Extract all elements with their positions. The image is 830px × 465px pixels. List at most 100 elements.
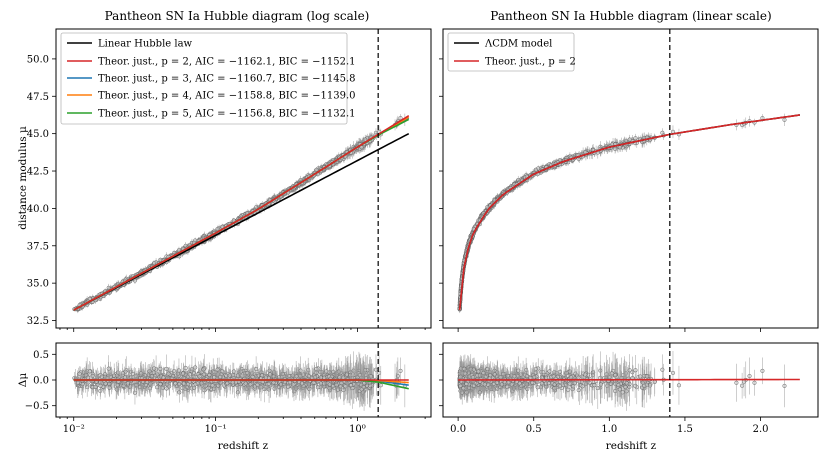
panel-log-resid: −0.5 0.0 0.5 10⁻² 10⁻¹ 10⁰ Δμ redshift z: [17, 342, 432, 452]
data-point: [164, 366, 169, 371]
data-point: [180, 371, 186, 376]
y-tick-label: 45.0: [27, 129, 49, 140]
data-point: [358, 382, 364, 387]
data-point: [197, 374, 202, 379]
data-point: [368, 383, 373, 388]
panel-lin-main: Pantheon SN Ia Hubble diagram (linear sc…: [439, 9, 819, 332]
xlabel-log: redshift z: [218, 440, 269, 452]
data-point: [327, 382, 332, 387]
data-point: [254, 205, 259, 210]
data-point: [216, 383, 221, 388]
title-log: Pantheon SN Ia Hubble diagram (log scale…: [105, 9, 370, 23]
y-tick-label: 50.0: [27, 54, 49, 65]
legend-log-label-0: Linear Hubble law: [98, 39, 193, 50]
data-point: [166, 371, 171, 376]
data-point: [86, 375, 91, 380]
data-point: [173, 381, 178, 386]
data-point: [158, 366, 163, 371]
data-point: [339, 381, 344, 386]
data-point: [77, 371, 82, 376]
data-point: [348, 383, 354, 388]
data-point: [306, 374, 311, 379]
y-tick-label: 47.5: [27, 92, 49, 103]
data-point: [176, 368, 182, 373]
y-tick-label: −0.5: [25, 401, 49, 412]
data-point: [227, 373, 232, 378]
legend-log-label-2: Theor. just., p = 3, AIC = −1160.7, BIC …: [98, 74, 356, 85]
data-point: [248, 382, 253, 387]
data-point: [98, 383, 103, 388]
x-tick-label: 10⁻²: [63, 424, 85, 435]
data-point: [207, 373, 212, 378]
data-point: [378, 383, 383, 388]
data-point: [315, 385, 320, 390]
y-tick-label: 37.5: [27, 241, 49, 252]
data-point: [181, 381, 186, 386]
data-point: [215, 367, 220, 372]
data-point: [210, 383, 215, 388]
data-point: [318, 381, 323, 386]
data-point: [206, 385, 211, 390]
ylabel-mu: distance modulus μ: [17, 126, 29, 230]
data-point: [282, 380, 287, 385]
log-resid-yticks: −0.5 0.0 0.5: [25, 350, 56, 412]
data-point: [313, 375, 318, 380]
data-point: [278, 382, 283, 387]
data-point: [267, 368, 272, 373]
log-main-xticks: [59, 328, 426, 332]
data-point: [215, 226, 220, 232]
data-point: [177, 382, 182, 387]
x-tick-label: 10⁻¹: [205, 424, 227, 435]
data-point: [294, 374, 299, 379]
data-point: [220, 369, 225, 374]
data-point: [314, 366, 319, 371]
data-point: [271, 380, 276, 385]
data-point: [322, 375, 327, 380]
data-point: [267, 372, 273, 377]
log-resid-lines: [73, 343, 409, 417]
data-point: [225, 381, 230, 386]
data-point: [314, 167, 319, 172]
data-point: [161, 375, 166, 380]
data-point: [158, 382, 163, 387]
data-point: [235, 390, 240, 395]
log-resid-data: [72, 350, 407, 411]
data-point: [164, 386, 169, 391]
y-tick-label: 35.0: [27, 279, 49, 290]
log-resid-xticks: 10⁻² 10⁻¹ 10⁰: [59, 417, 426, 435]
y-tick-label: 40.0: [27, 204, 49, 215]
lin-main-data: [457, 113, 787, 314]
data-point: [286, 384, 291, 389]
data-point: [307, 386, 312, 391]
legend-log: Linear Hubble law Theor. just., p = 2, A…: [60, 32, 356, 125]
data-point: [231, 369, 236, 374]
data-point: [212, 375, 217, 380]
data-point: [80, 382, 85, 387]
legend-log-label-3: Theor. just., p = 4, AIC = −1158.8, BIC …: [98, 91, 356, 102]
data-point: [125, 381, 130, 386]
data-point: [152, 366, 157, 371]
data-point: [311, 380, 316, 385]
data-point: [254, 367, 259, 372]
log-main-data: [72, 113, 407, 314]
legend-log-label-1: Theor. just., p = 2, AIC = −1162.1, BIC …: [98, 57, 356, 68]
data-point: [359, 387, 364, 392]
data-point: [112, 373, 117, 378]
data-point: [93, 384, 98, 389]
panel-log-main: Pantheon SN Ia Hubble diagram (log scale…: [17, 9, 432, 332]
data-point: [193, 382, 198, 387]
data-point: [85, 385, 90, 390]
data-point: [132, 390, 138, 395]
data-point: [245, 370, 250, 375]
data-point: [87, 369, 92, 374]
y-tick-label: 42.5: [27, 167, 49, 178]
data-point: [255, 382, 260, 387]
y-tick-label: 0.0: [33, 376, 49, 387]
data-point: [154, 385, 160, 390]
data-point: [115, 383, 120, 388]
data-point: [152, 260, 157, 266]
data-point: [139, 371, 144, 376]
data-point: [398, 368, 403, 373]
data-point: [344, 372, 349, 377]
